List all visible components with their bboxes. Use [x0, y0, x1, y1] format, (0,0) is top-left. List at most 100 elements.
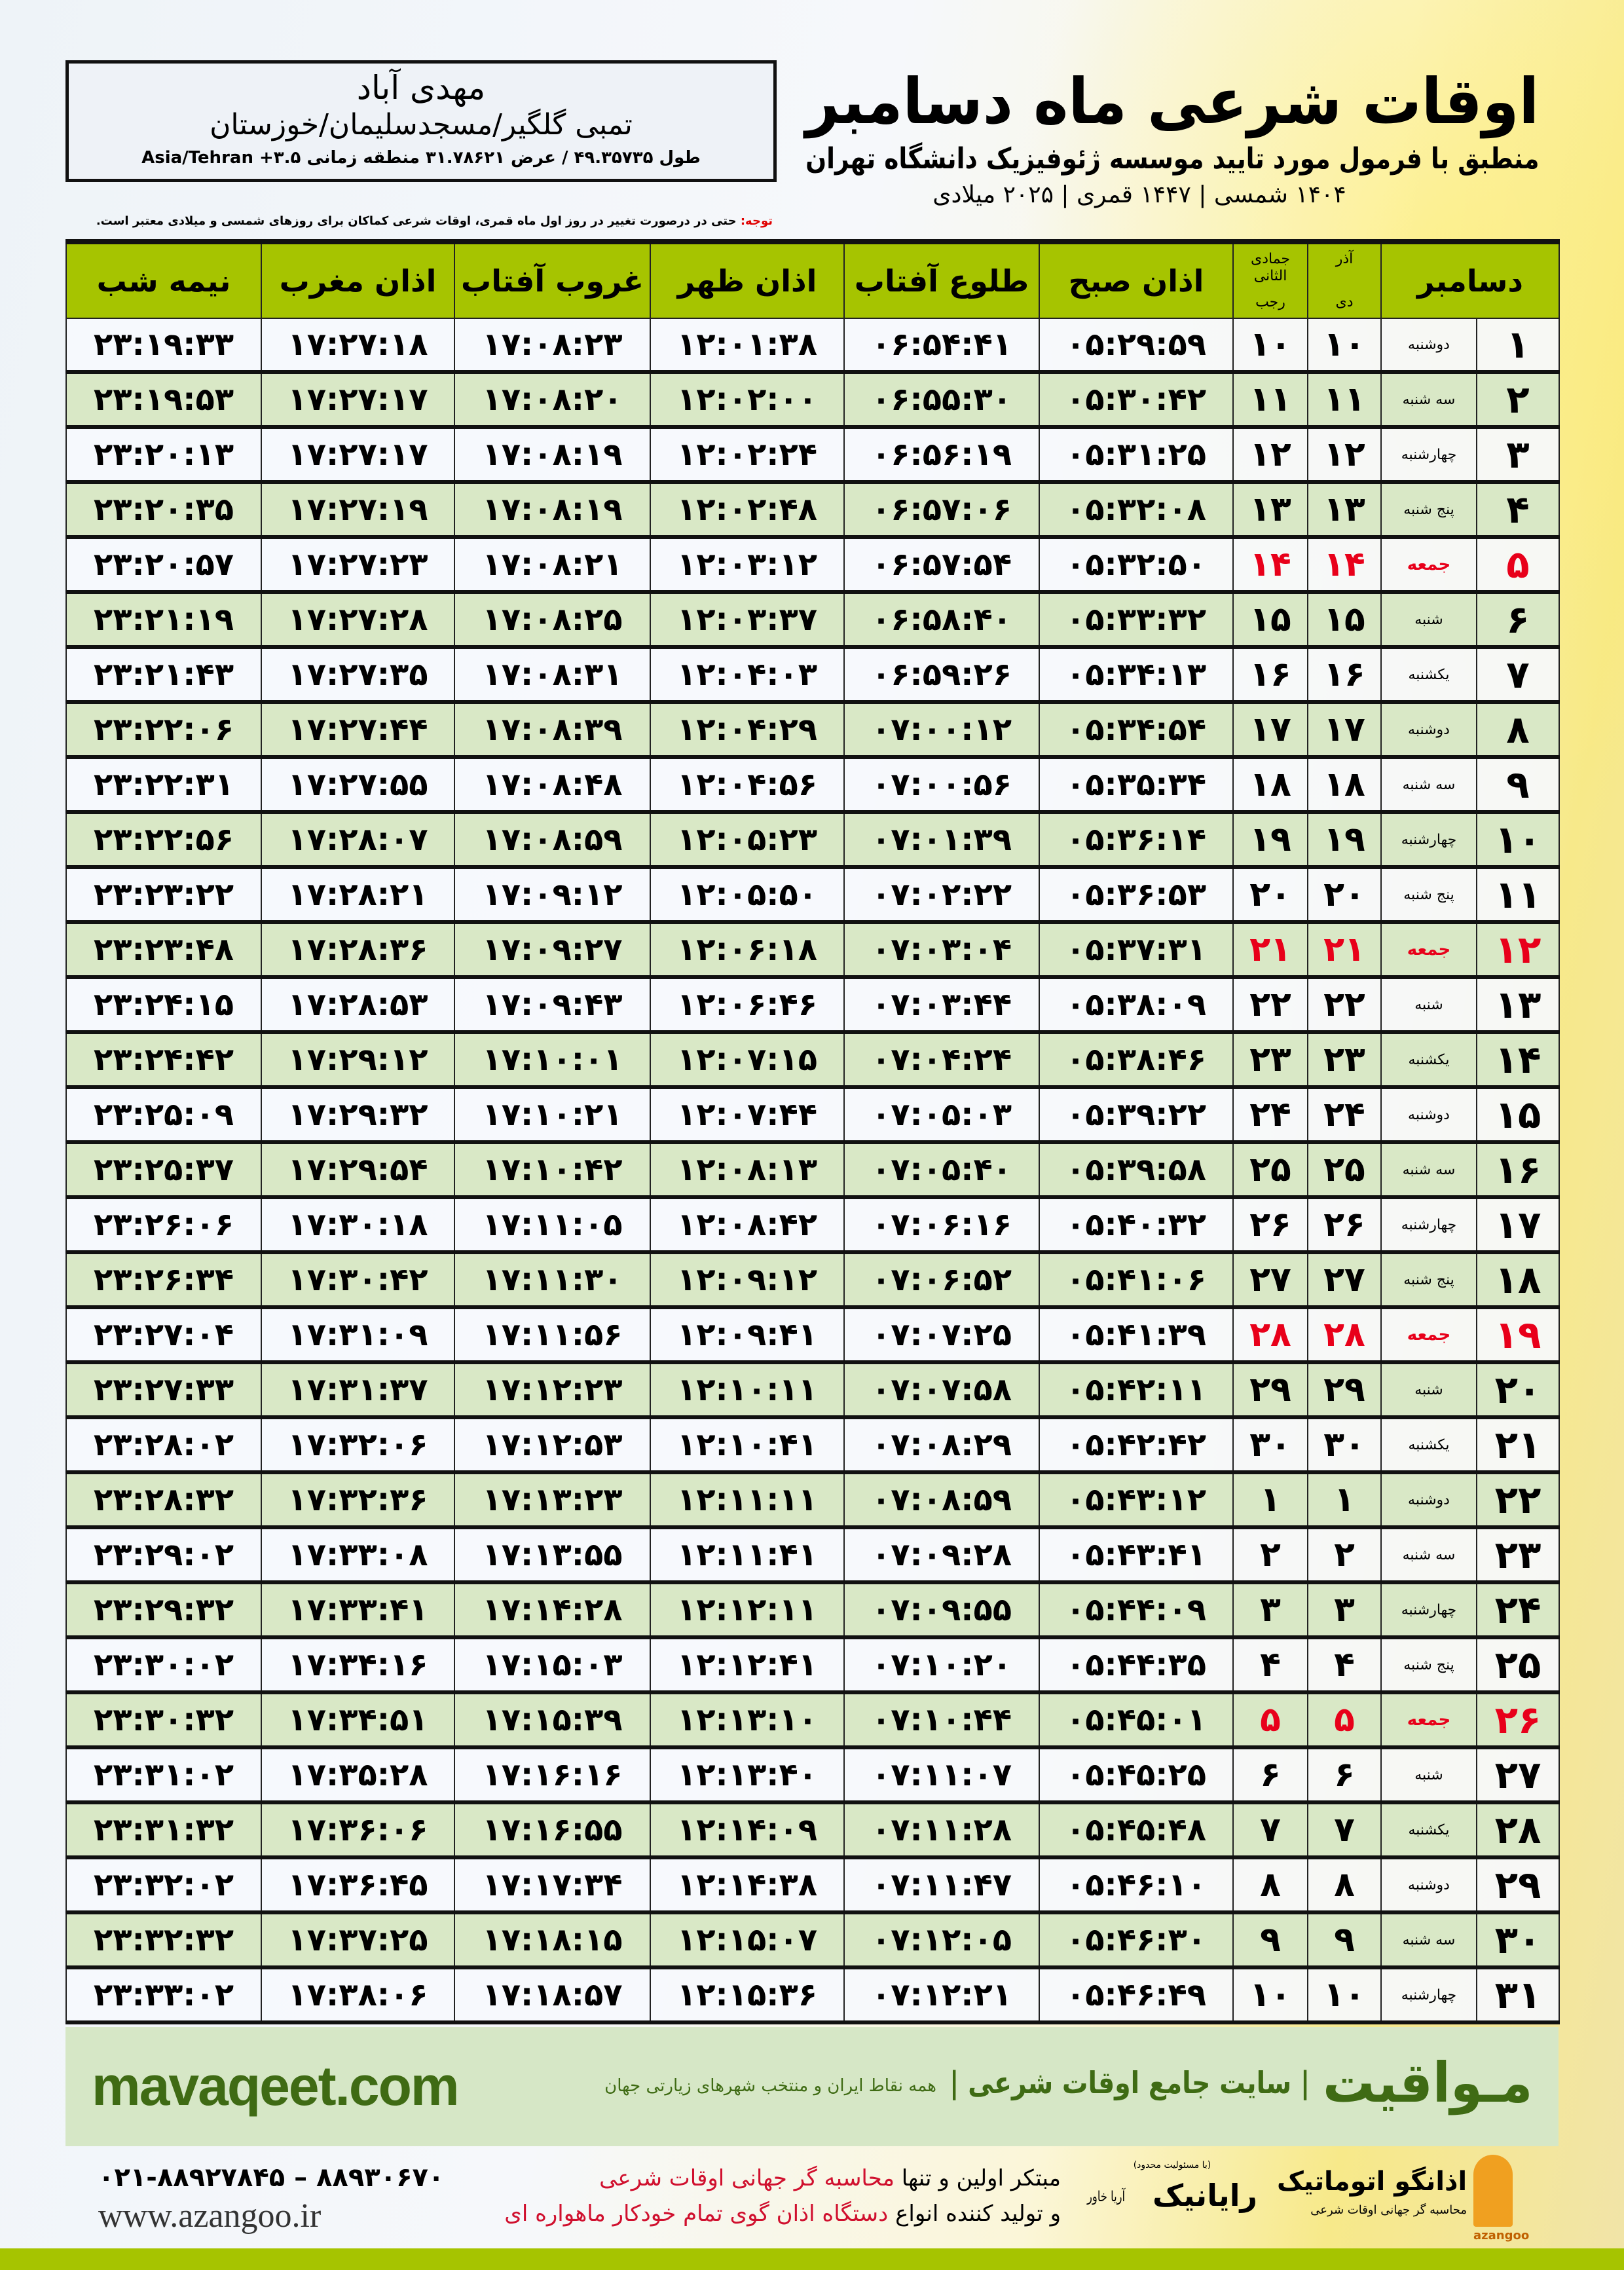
table-row: ۲۰ شنبه ۲۹ ۲۹ ۰۵:۴۲:۱۱ ۰۷:۰۷:۵۸ ۱۲:۱۰:۱۱ ۱۷:۱۲:…: [65, 1362, 1560, 1417]
sunrise-time: ۰۷:۰۴:۲۴: [843, 1032, 1040, 1087]
dhuhr-time: ۱۲:۰۷:۱۵: [650, 1032, 845, 1087]
sunset-time: ۱۷:۱۵:۰۳: [454, 1637, 651, 1692]
maghrib-time: ۱۷:۳۴:۱۶: [261, 1637, 455, 1692]
table-row: ۱۰ چهارشنبه ۱۹ ۱۹ ۰۵:۳۶:۱۴ ۰۷:۰۱:۳۹ ۱۲:۰۵:۲۳ ۱۷…: [65, 812, 1560, 867]
raynik-small-box: (با مسئولیت محدود): [1087, 2159, 1257, 2172]
mavaqeet-url[interactable]: mavaqeet.com: [92, 2055, 460, 2117]
table-row: ۲۱ یکشنبه ۳۰ ۳۰ ۰۵:۴۲:۴۲ ۰۷:۰۸:۲۹ ۱۲:۱۰:۴۱ ۱۷:۱…: [65, 1417, 1560, 1472]
promo-line2-b: دستگاه اذان گوی تمام خودکار ماهواره ای: [504, 2201, 889, 2227]
day-number: ۲: [1476, 372, 1560, 427]
mavaqeet-banner: mavaqeet.com همه نقاط ایران و منتخب شهره…: [65, 2027, 1559, 2146]
rajab-date: ۴: [1232, 1637, 1308, 1692]
location-box: مهدی آباد تمبی گلگیر/مسجدسلیمان/خوزستان …: [65, 60, 777, 182]
table-row: ۲۷ شنبه ۶ ۶ ۰۵:۴۵:۲۵ ۰۷:۱۱:۰۷ ۱۲:۱۳:۴۰ ۱۷:۱۶:۱۶…: [65, 1747, 1560, 1802]
midnight-time: ۲۳:۳۱:۳۲: [65, 1802, 262, 1857]
dhuhr-time: ۱۲:۰۲:۰۰: [650, 372, 845, 427]
maghrib-time: ۱۷:۲۹:۱۲: [261, 1032, 455, 1087]
maghrib-time: ۱۷:۲۸:۳۶: [261, 922, 455, 977]
weekday: چهارشنبه: [1380, 812, 1477, 867]
maghrib-time: ۱۷:۲۹:۵۴: [261, 1142, 455, 1197]
rajab-date: ۲۴: [1232, 1087, 1308, 1142]
maghrib-time: ۱۷:۳۰:۴۲: [261, 1252, 455, 1307]
midnight-time: ۲۳:۳۲:۳۲: [65, 1912, 262, 1967]
sunrise-time: ۰۶:۵۷:۰۶: [843, 482, 1040, 537]
azangoo-tag-box: محاسبه گر جهانی اوقات شرعی: [1277, 2202, 1467, 2219]
rajab-date: ۳۰: [1232, 1417, 1308, 1472]
dey-date: ۱۸: [1307, 757, 1382, 812]
fajr-time: ۰۵:۴۰:۳۲: [1039, 1197, 1234, 1252]
dhuhr-time: ۱۲:۰۸:۴۲: [650, 1197, 845, 1252]
rajab-date: ۷: [1232, 1802, 1308, 1857]
azangoo-website[interactable]: www.azangoo.ir: [98, 2197, 322, 2235]
weekday: چهارشنبه: [1380, 427, 1477, 482]
sunrise-time: ۰۶:۵۴:۴۱: [843, 318, 1040, 372]
dey-date: ۲۹: [1307, 1362, 1382, 1417]
table-row: ۳ چهارشنبه ۱۲ ۱۲ ۰۵:۳۱:۲۵ ۰۶:۵۶:۱۹ ۱۲:۰۲:۲۴ ۱۷:…: [65, 427, 1560, 482]
dhuhr-time: ۱۲:۱۲:۱۱: [650, 1582, 845, 1637]
maghrib-time: ۱۷:۳۱:۳۷: [261, 1362, 455, 1417]
sunrise-time: ۰۷:۰۶:۵۲: [843, 1252, 1040, 1307]
dhuhr-time: ۱۲:۰۳:۱۲: [650, 537, 845, 592]
dey-date: ۱۰: [1307, 1967, 1382, 2022]
midnight-time: ۲۳:۲۶:۳۴: [65, 1252, 262, 1307]
table-row: ۲۵ پنج شنبه ۴ ۴ ۰۵:۴۴:۳۵ ۰۷:۱۰:۲۰ ۱۲:۱۲:۴۱ ۱۷:۱…: [65, 1637, 1560, 1692]
day-number: ۱۶: [1476, 1142, 1560, 1197]
day-number: ۴: [1476, 482, 1560, 537]
weekday: چهارشنبه: [1380, 1582, 1477, 1637]
mavaqeet-url-box: mavaqeet.com: [92, 2053, 460, 2119]
fajr-time: ۰۵:۳۲:۵۰: [1039, 537, 1234, 592]
sunset-time: ۱۷:۰۸:۴۸: [454, 757, 651, 812]
fajr-time: ۰۵:۳۶:۱۴: [1039, 812, 1234, 867]
dhuhr-time: ۱۲:۰۶:۱۸: [650, 922, 845, 977]
day-number: ۶: [1476, 592, 1560, 647]
table-row: ۲ سه شنبه ۱۱ ۱۱ ۰۵:۳۰:۴۲ ۰۶:۵۵:۳۰ ۱۲:۰۲:۰۰ ۱۷:۰…: [65, 372, 1560, 427]
day-number: ۲۵: [1476, 1637, 1560, 1692]
header-maghrib: اذان مغرب: [261, 241, 455, 319]
rajab-date: ۱۷: [1232, 702, 1308, 757]
rajab-date: ۱: [1232, 1472, 1308, 1527]
midnight-time: ۲۳:۳۳:۰۲: [65, 1967, 262, 2022]
weekday: شنبه: [1380, 592, 1477, 647]
rajab-date: ۸: [1232, 1857, 1308, 1912]
midnight-time: ۲۳:۱۹:۳۳: [65, 318, 262, 372]
midnight-time: ۲۳:۲۵:۳۷: [65, 1142, 262, 1197]
midnight-time: ۲۳:۳۲:۰۲: [65, 1857, 262, 1912]
sunrise-time: ۰۷:۱۰:۲۰: [843, 1637, 1040, 1692]
day-number: ۱۹: [1476, 1307, 1560, 1362]
year-line-box: ۱۴۰۴ شمسی | ۱۴۴۷ قمری | ۲۰۲۵ میلادی: [904, 181, 1375, 210]
dhuhr-time: ۱۲:۰۹:۱۲: [650, 1252, 845, 1307]
table-row: ۲۹ دوشنبه ۸ ۸ ۰۵:۴۶:۱۰ ۰۷:۱۱:۴۷ ۱۲:۱۴:۳۸ ۱۷:۱۷:…: [65, 1857, 1560, 1912]
sunset-time: ۱۷:۱۶:۱۶: [454, 1747, 651, 1802]
midnight-time: ۲۳:۲۲:۵۶: [65, 812, 262, 867]
dhuhr-time: ۱۲:۰۴:۰۳: [650, 647, 845, 702]
sunrise-time: ۰۶:۵۶:۱۹: [843, 427, 1040, 482]
weekday: دوشنبه: [1380, 702, 1477, 757]
maghrib-time: ۱۷:۳۲:۰۶: [261, 1417, 455, 1472]
midnight-time: ۲۳:۳۰:۳۲: [65, 1692, 262, 1747]
dey-date: ۱۵: [1307, 592, 1382, 647]
maghrib-time: ۱۷:۲۷:۱۷: [261, 427, 455, 482]
azangoo-name: اذانگو اتوماتیک: [1276, 2167, 1467, 2197]
fajr-time: ۰۵:۳۸:۰۹: [1039, 977, 1234, 1032]
dhuhr-time: ۱۲:۱۳:۱۰: [650, 1692, 845, 1747]
fajr-time: ۰۵:۳۱:۲۵: [1039, 427, 1234, 482]
weekday: سه شنبه: [1380, 757, 1477, 812]
weekday: دوشنبه: [1380, 1472, 1477, 1527]
prayer-times-table: دسامبر آذر دی جمادی الثانی رجب اذان صبح طل…: [65, 239, 1560, 2024]
dhuhr-time: ۱۲:۰۸:۱۳: [650, 1142, 845, 1197]
dey-date: ۱: [1307, 1472, 1382, 1527]
dhuhr-time: ۱۲:۰۴:۵۶: [650, 757, 845, 812]
rajab-date: ۲۸: [1232, 1307, 1308, 1362]
rajab-date: ۱۲: [1232, 427, 1308, 482]
weekday: سه شنبه: [1380, 1142, 1477, 1197]
day-number: ۲۱: [1476, 1417, 1560, 1472]
maghrib-time: ۱۷:۳۴:۵۱: [261, 1692, 455, 1747]
rajab-date: ۱۱: [1232, 372, 1308, 427]
table-row: ۱۳ شنبه ۲۲ ۲۲ ۰۵:۳۸:۰۹ ۰۷:۰۳:۴۴ ۱۲:۰۶:۴۶ ۱۷:۰۹:…: [65, 977, 1560, 1032]
table-row: ۱۷ چهارشنبه ۲۶ ۲۶ ۰۵:۴۰:۳۲ ۰۷:۰۶:۱۶ ۱۲:۰۸:۴۲ ۱۷…: [65, 1197, 1560, 1252]
fajr-time: ۰۵:۴۵:۲۵: [1039, 1747, 1234, 1802]
table-row: ۹ سه شنبه ۱۸ ۱۸ ۰۵:۳۵:۳۴ ۰۷:۰۰:۵۶ ۱۲:۰۴:۵۶ ۱۷:۰…: [65, 757, 1560, 812]
sunset-time: ۱۷:۰۸:۱۹: [454, 482, 651, 537]
sunset-time: ۱۷:۰۸:۱۹: [454, 427, 651, 482]
page-subtitle: منطبق با فرمول مورد تایید موسسه ژئوفیزیک…: [805, 142, 1539, 176]
